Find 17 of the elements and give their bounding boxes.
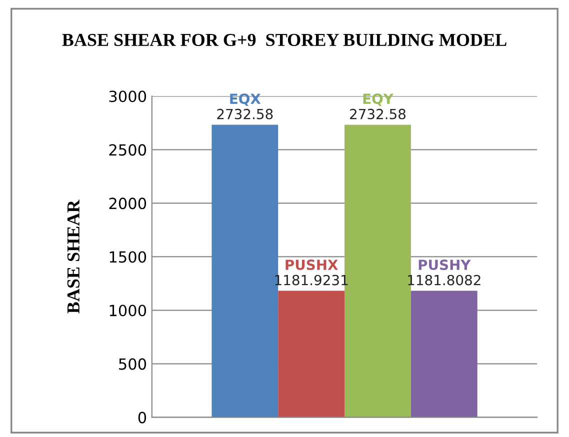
series-label: PUSHY xyxy=(418,260,471,270)
y-tick-label: 2500 xyxy=(109,144,146,156)
series-label: EQX xyxy=(230,94,261,106)
y-tick-label: 2000 xyxy=(109,198,146,210)
chart-title: BASE SHEAR FOR G+9 STOREY BUILDING MODEL xyxy=(62,34,506,46)
bar xyxy=(410,290,478,418)
y-axis-title: BASE SHEAR xyxy=(67,200,80,314)
data-label: 2732.58 xyxy=(217,108,273,120)
y-tick-label: 1500 xyxy=(110,251,146,263)
data-label: 2732.58 xyxy=(350,108,406,120)
series-label: EQY xyxy=(363,94,394,106)
y-tick-label: 500 xyxy=(119,358,146,370)
y-tick-label: 1000 xyxy=(110,304,146,316)
series-label: PUSHX xyxy=(286,260,338,270)
y-tick-label: 3000 xyxy=(109,90,146,102)
y-tick-label: 0 xyxy=(138,412,146,424)
bar xyxy=(278,290,345,418)
